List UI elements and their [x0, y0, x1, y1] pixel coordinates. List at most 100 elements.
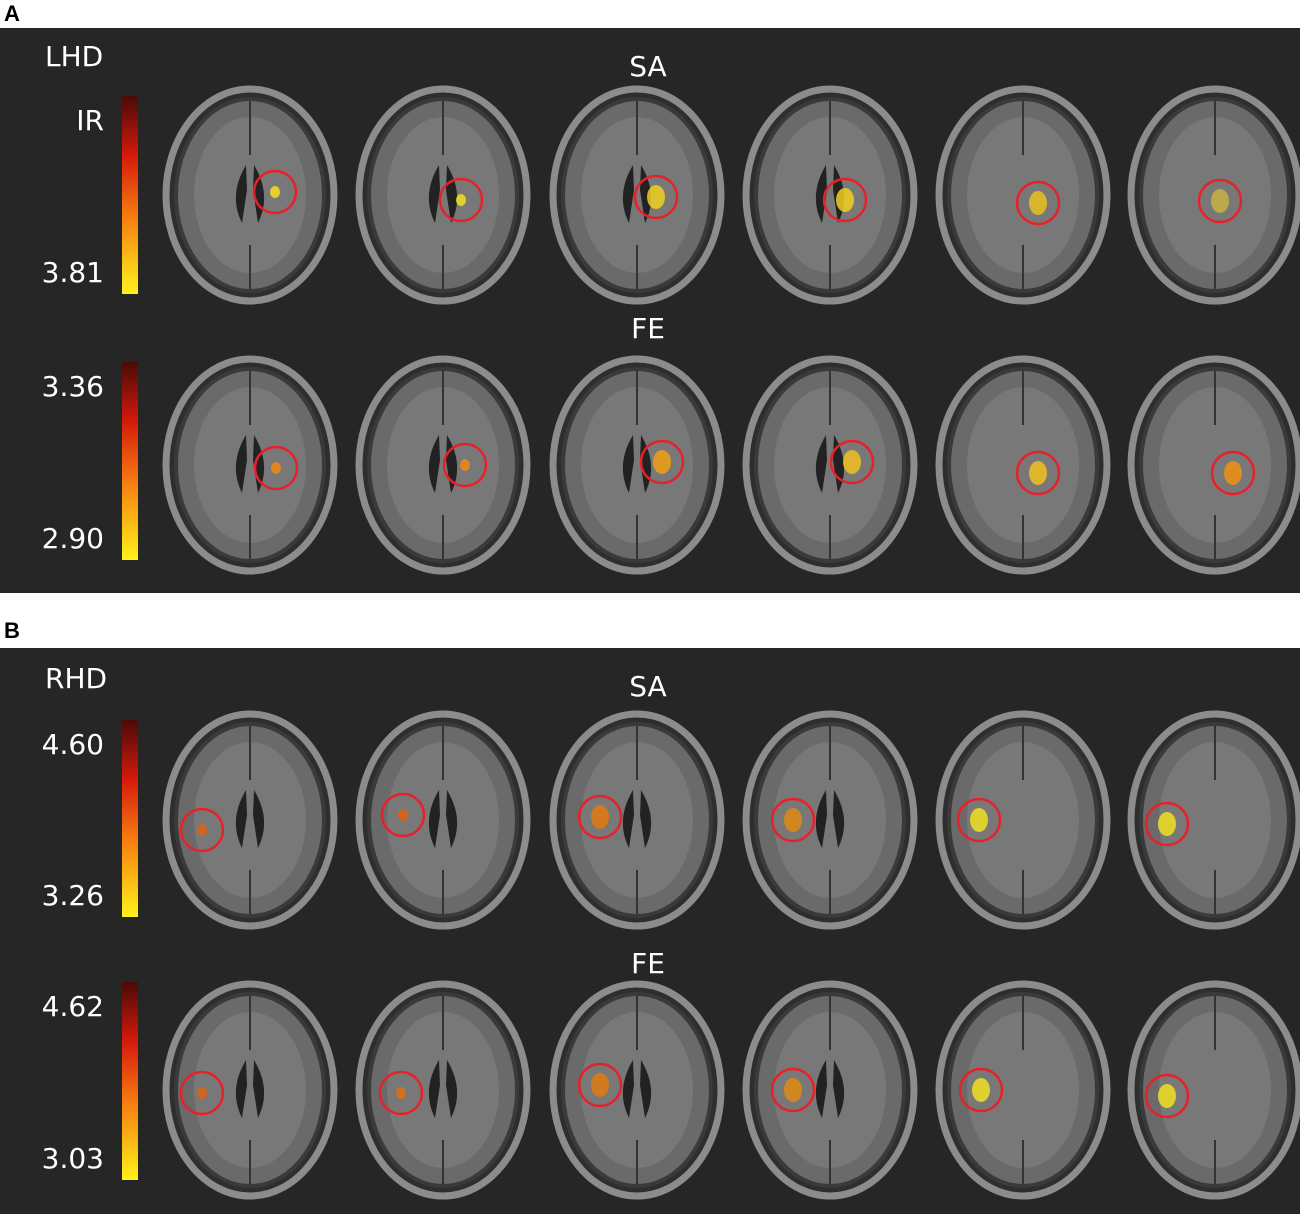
colorbar-top-label: IR	[76, 104, 104, 137]
activation	[271, 462, 281, 474]
white-matter	[967, 117, 1079, 273]
brain-slice	[935, 710, 1111, 930]
roi-circle	[1144, 1073, 1190, 1119]
white-matter	[387, 1012, 499, 1168]
colorbar-top-label: 4.60	[42, 728, 104, 761]
ventricle	[235, 435, 247, 493]
white-matter	[774, 117, 886, 273]
activation	[1029, 461, 1047, 485]
ventricle	[253, 1060, 265, 1118]
ventricle	[253, 435, 265, 493]
activation	[1158, 812, 1176, 836]
group-label: LHD	[45, 40, 103, 73]
brain-slice	[549, 85, 725, 305]
roi-circle	[956, 797, 1002, 843]
ventricle	[622, 165, 634, 223]
activation	[197, 824, 207, 836]
white-matter	[1159, 1012, 1271, 1168]
activation	[456, 194, 466, 206]
ventricle	[446, 1060, 458, 1118]
roi-circle	[438, 177, 484, 223]
roi-circle	[633, 174, 679, 220]
activation	[970, 808, 988, 832]
ventricle	[235, 790, 247, 848]
activation	[270, 186, 280, 198]
roi-circle	[1197, 178, 1243, 224]
white-matter	[774, 742, 886, 898]
ventricle	[622, 435, 634, 493]
roi-circle	[179, 1070, 225, 1116]
white-matter	[1159, 387, 1271, 543]
ventricle	[428, 435, 440, 493]
colorbar-bottom-label: 3.81	[42, 256, 104, 289]
row-title: FE	[631, 312, 665, 345]
roi-circle	[1144, 801, 1190, 847]
brain-slice	[549, 980, 725, 1200]
colorbar	[122, 982, 138, 1180]
activation	[836, 188, 854, 212]
colorbar-bottom-label: 3.03	[42, 1142, 104, 1175]
roi-circle	[829, 439, 875, 485]
white-matter	[194, 742, 306, 898]
white-matter	[194, 1012, 306, 1168]
roi-circle	[639, 439, 685, 485]
panel-label: A	[4, 1, 20, 26]
ventricle	[815, 790, 827, 848]
roi-circle	[822, 177, 868, 223]
ventricle	[815, 1060, 827, 1118]
brain-slice	[1127, 980, 1300, 1200]
panel: B RHD SA 4.60 3.26 FE 4.62 3.03	[0, 618, 1300, 1214]
activation	[197, 1087, 207, 1099]
white-matter	[1159, 742, 1271, 898]
ventricle	[446, 790, 458, 848]
white-matter	[967, 1012, 1079, 1168]
colorbar-top-label: 3.36	[42, 370, 104, 403]
roi-circle	[770, 797, 816, 843]
activation	[396, 1087, 406, 1099]
brain-slice	[549, 355, 725, 575]
activation	[843, 450, 861, 474]
ventricle	[428, 1060, 440, 1118]
activation	[784, 1078, 802, 1102]
roi-circle	[179, 807, 225, 853]
white-matter	[387, 742, 499, 898]
brain-slice	[355, 710, 531, 930]
roi-circle	[577, 794, 623, 840]
activation	[972, 1078, 990, 1102]
colorbar	[122, 96, 138, 294]
activation	[1158, 1084, 1176, 1108]
roi-circle	[1015, 450, 1061, 496]
white-matter	[194, 387, 306, 543]
activation	[398, 809, 408, 821]
roi-circle	[442, 442, 488, 488]
brain-slice	[162, 355, 338, 575]
white-matter	[581, 117, 693, 273]
ventricle	[253, 790, 265, 848]
white-matter	[967, 387, 1079, 543]
brain-slice	[1127, 710, 1300, 930]
roi-circle	[380, 792, 426, 838]
white-matter	[194, 117, 306, 273]
ventricle	[428, 165, 440, 223]
brain-slice	[1127, 355, 1300, 575]
ventricle	[833, 790, 845, 848]
colorbar-top-label: 4.62	[42, 990, 104, 1023]
white-matter	[774, 1012, 886, 1168]
panel-label: B	[4, 618, 20, 643]
brain-slice	[935, 355, 1111, 575]
colorbar-bottom-label: 2.90	[42, 522, 104, 555]
activation	[647, 185, 665, 209]
ventricle	[640, 1060, 652, 1118]
row-title: SA	[629, 670, 666, 703]
white-matter	[967, 742, 1079, 898]
brain-slice	[742, 980, 918, 1200]
brain-slice	[355, 980, 531, 1200]
brain-slice	[549, 710, 725, 930]
white-matter	[387, 117, 499, 273]
row-title: FE	[631, 947, 665, 980]
ventricle	[622, 1060, 634, 1118]
white-matter	[581, 387, 693, 543]
brain-slice	[935, 980, 1111, 1200]
ventricle	[622, 790, 634, 848]
